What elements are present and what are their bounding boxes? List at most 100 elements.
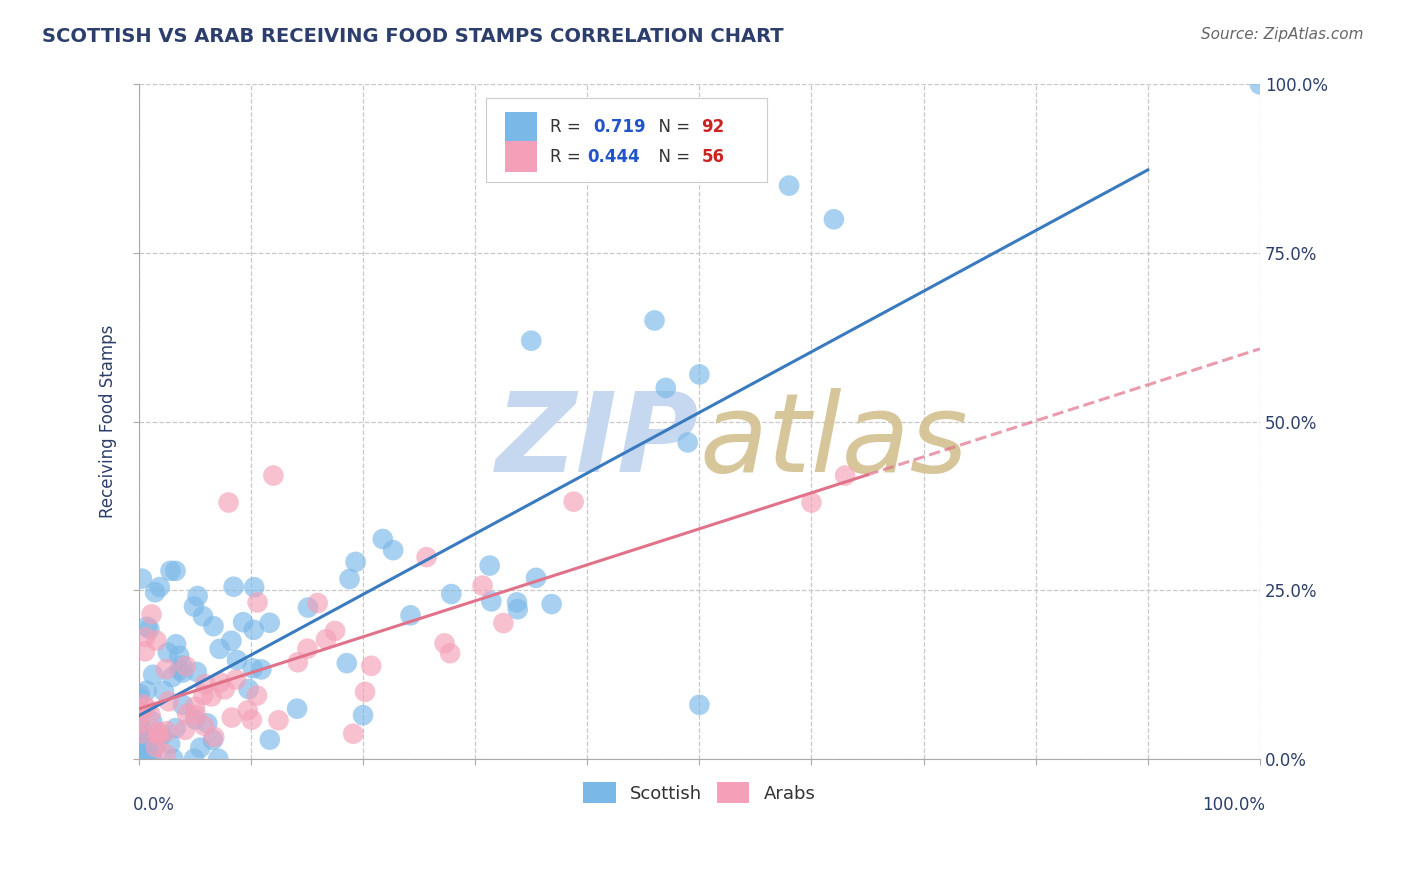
Point: [221, 710, 243, 724]
Point: [344, 555, 367, 569]
Point: [156, 646, 179, 660]
Point: [399, 608, 422, 623]
Point: [183, 599, 205, 614]
Point: [176, 706, 198, 721]
Point: [128, 702, 150, 716]
Point: [139, 733, 162, 747]
Point: [297, 600, 319, 615]
Point: [540, 597, 562, 611]
Point: [778, 178, 800, 193]
Point: [128, 703, 150, 717]
Point: [159, 564, 181, 578]
Point: [492, 615, 515, 630]
Point: [221, 633, 243, 648]
Point: [162, 670, 184, 684]
Point: [142, 740, 165, 755]
Point: [676, 435, 699, 450]
Point: [478, 558, 501, 573]
Point: [149, 580, 172, 594]
Point: [174, 659, 197, 673]
Text: atlas: atlas: [699, 388, 967, 495]
Point: [162, 752, 184, 766]
Point: [225, 673, 247, 687]
Point: [165, 721, 187, 735]
Point: [287, 655, 309, 669]
Text: ZIP: ZIP: [496, 388, 699, 495]
Point: [520, 334, 543, 348]
Point: [138, 622, 160, 636]
Point: [131, 726, 153, 740]
Text: 0.719: 0.719: [593, 118, 645, 136]
Point: [562, 494, 585, 508]
Text: 100.0%: 100.0%: [1202, 796, 1265, 814]
Point: [339, 572, 361, 586]
Point: [172, 658, 194, 673]
Point: [439, 646, 461, 660]
Point: [222, 580, 245, 594]
Point: [195, 716, 218, 731]
Point: [145, 739, 167, 754]
Point: [336, 656, 359, 670]
Point: [471, 578, 494, 592]
Point: [506, 595, 529, 609]
Point: [644, 313, 666, 327]
Point: [371, 532, 394, 546]
Point: [184, 708, 207, 723]
Point: [307, 596, 329, 610]
Point: [184, 699, 207, 714]
Point: [169, 663, 191, 677]
Point: [155, 662, 177, 676]
Point: [236, 703, 259, 717]
FancyBboxPatch shape: [486, 98, 766, 182]
Point: [1249, 78, 1271, 92]
Point: [193, 719, 215, 733]
Point: [242, 661, 264, 675]
Point: [159, 737, 181, 751]
Point: [184, 713, 207, 727]
Text: 92: 92: [702, 118, 725, 136]
Point: [129, 752, 152, 766]
Point: [132, 751, 155, 765]
Point: [132, 698, 155, 712]
Text: R =: R =: [550, 118, 592, 136]
Point: [243, 580, 266, 594]
Point: [183, 752, 205, 766]
Point: [139, 707, 162, 722]
Point: [141, 752, 163, 766]
Text: Source: ZipAtlas.com: Source: ZipAtlas.com: [1201, 27, 1364, 42]
Point: [354, 685, 377, 699]
Point: [145, 633, 167, 648]
Point: [153, 684, 176, 698]
Point: [128, 711, 150, 725]
Point: [165, 564, 187, 578]
Text: N =: N =: [648, 118, 695, 136]
Point: [141, 607, 163, 622]
FancyBboxPatch shape: [505, 112, 537, 142]
Point: [440, 587, 463, 601]
Point: [226, 653, 249, 667]
Point: [187, 589, 209, 603]
Point: [167, 648, 190, 663]
Point: [129, 727, 152, 741]
Point: [262, 468, 284, 483]
Point: [242, 623, 264, 637]
Point: [128, 687, 150, 701]
FancyBboxPatch shape: [505, 142, 537, 172]
Point: [201, 733, 224, 747]
Point: [208, 641, 231, 656]
Point: [134, 644, 156, 658]
Point: [128, 734, 150, 748]
Point: [823, 212, 845, 227]
Point: [172, 665, 194, 680]
Point: [342, 727, 364, 741]
Point: [238, 681, 260, 696]
Point: [186, 665, 208, 679]
Point: [156, 724, 179, 739]
Point: [207, 752, 229, 766]
Point: [433, 636, 456, 650]
Text: 0.444: 0.444: [588, 147, 640, 166]
Point: [209, 675, 232, 690]
Point: [246, 689, 269, 703]
Point: [157, 694, 180, 708]
Text: 56: 56: [702, 147, 724, 166]
